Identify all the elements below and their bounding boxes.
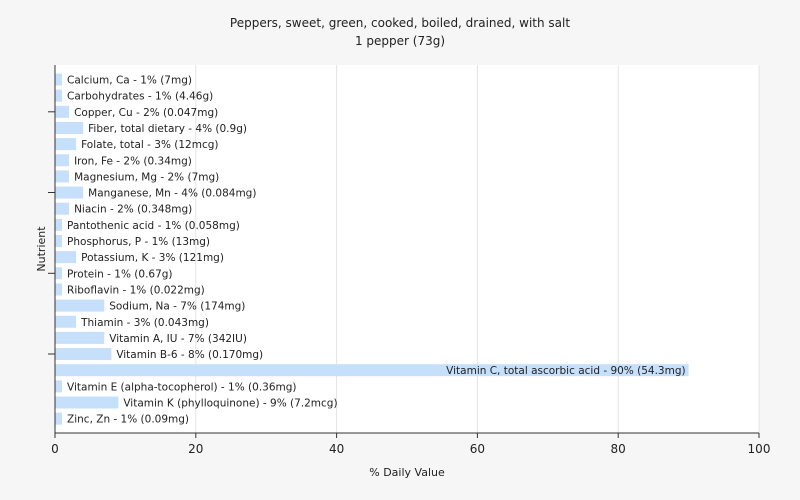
bar-13 bbox=[55, 283, 63, 296]
bar-label-2: Copper, Cu - 2% (0.047mg) bbox=[74, 107, 218, 119]
bar-label-7: Manganese, Mn - 4% (0.084mg) bbox=[88, 188, 256, 200]
x-tick-label-100: 100 bbox=[748, 442, 771, 456]
bar-label-20: Vitamin K (phylloquinone) - 9% (7.2mcg) bbox=[123, 398, 337, 410]
bar-label-6: Magnesium, Mg - 2% (7mg) bbox=[74, 171, 219, 183]
bar-14 bbox=[55, 299, 105, 312]
bar-1 bbox=[55, 89, 63, 102]
bar-label-13: Riboflavin - 1% (0.022mg) bbox=[67, 284, 205, 296]
bar-5 bbox=[55, 154, 70, 167]
bar-label-9: Pantothenic acid - 1% (0.058mg) bbox=[67, 220, 240, 232]
y-axis-label: Nutrient bbox=[35, 226, 48, 272]
bar-label-18: Vitamin C, total ascorbic acid - 90% (54… bbox=[446, 365, 685, 377]
bar-6 bbox=[55, 170, 70, 183]
bar-10 bbox=[55, 235, 63, 247]
x-tick-label-20: 20 bbox=[188, 442, 203, 456]
bar-label-11: Potassium, K - 3% (121mg) bbox=[81, 252, 224, 264]
bar-4 bbox=[55, 138, 77, 151]
bar-label-16: Vitamin A, IU - 7% (342IU) bbox=[109, 333, 247, 345]
bar-16 bbox=[55, 331, 105, 344]
bar-label-10: Phosphorus, P - 1% (13mg) bbox=[67, 236, 210, 248]
bar-label-21: Zinc, Zn - 1% (0.09mg) bbox=[67, 414, 189, 426]
bar-label-12: Protein - 1% (0.67g) bbox=[67, 268, 173, 280]
bar-9 bbox=[55, 218, 63, 231]
bar-label-0: Calcium, Ca - 1% (7mg) bbox=[67, 75, 192, 87]
bar-8 bbox=[55, 202, 70, 215]
bar-12 bbox=[55, 267, 63, 280]
bar-17 bbox=[55, 348, 112, 361]
bars: Calcium, Ca - 1% (7mg) Carbohydrates - 1%… bbox=[55, 73, 689, 426]
bar-label-3: Fiber, total dietary - 4% (0.9g) bbox=[88, 123, 247, 135]
bar-label-5: Iron, Fe - 2% (0.34mg) bbox=[74, 155, 192, 167]
bar-label-15: Thiamin - 3% (0.043mg) bbox=[80, 317, 209, 329]
bar-11 bbox=[55, 251, 77, 264]
bar-7 bbox=[55, 186, 84, 199]
bar-18 bbox=[55, 364, 689, 377]
x-tick-label-40: 40 bbox=[329, 442, 344, 456]
bar-15 bbox=[55, 315, 77, 328]
chart-subtitle: 1 pepper (73g) bbox=[355, 34, 445, 48]
bar-label-1: Carbohydrates - 1% (4.46g) bbox=[67, 91, 213, 103]
bar-19 bbox=[55, 380, 63, 393]
bar-0 bbox=[55, 73, 63, 86]
bar-2 bbox=[55, 105, 70, 118]
bar-label-4: Folate, total - 3% (12mcg) bbox=[81, 139, 218, 151]
x-tick-label-80: 80 bbox=[611, 442, 626, 456]
bar-20 bbox=[55, 396, 119, 409]
bar-label-17: Vitamin B-6 - 8% (0.170mg) bbox=[116, 349, 263, 361]
bar-label-14: Sodium, Na - 7% (174mg) bbox=[109, 301, 245, 313]
plot-area bbox=[55, 65, 759, 433]
x-tick-label-60: 60 bbox=[470, 442, 485, 456]
x-axis-label: % Daily Value bbox=[369, 466, 445, 479]
axes: 0 20 40 60 80 100 bbox=[48, 65, 770, 456]
bar-21 bbox=[55, 412, 63, 425]
bar-label-19: Vitamin E (alpha-tocopherol) - 1% (0.36m… bbox=[67, 381, 297, 393]
x-tick-label-0: 0 bbox=[51, 442, 59, 456]
bar-3 bbox=[55, 121, 84, 134]
chart-title: Peppers, sweet, green, cooked, boiled, d… bbox=[230, 16, 570, 30]
bar-label-8: Niacin - 2% (0.348mg) bbox=[74, 204, 192, 216]
